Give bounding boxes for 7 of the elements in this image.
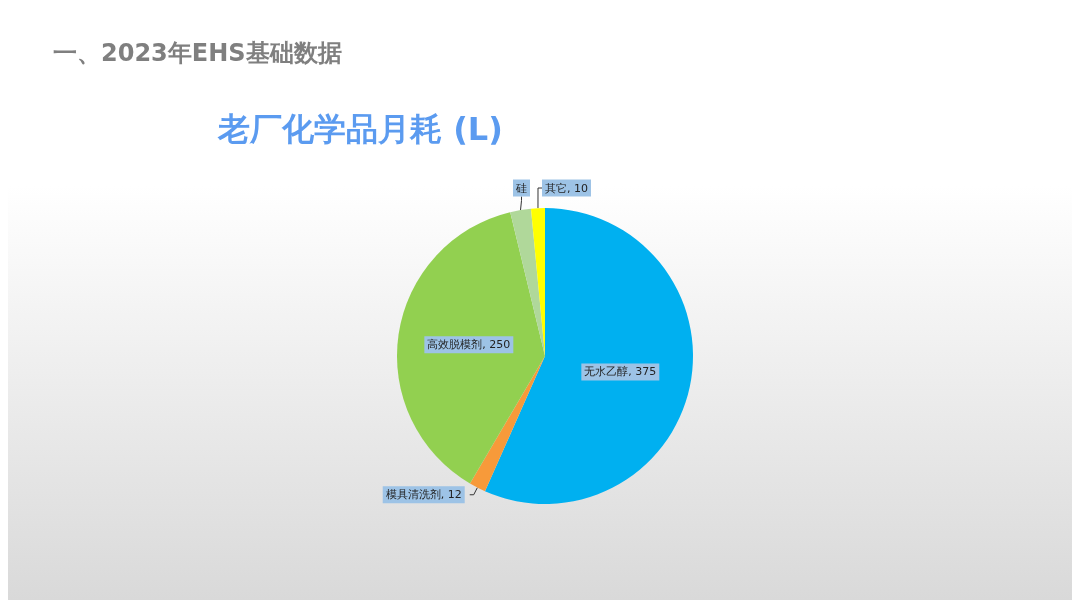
chart-title: 一、2023年EHS基础数据 [53, 39, 342, 67]
chart-subtitle: 老厂化学品月耗 (L) [217, 110, 503, 148]
slice-label: 模具清洗剂, 12 [385, 488, 462, 502]
slice-label: 高效脱模剂, 250 [427, 338, 511, 352]
slice-label: 硅 [515, 181, 527, 195]
slice-label: 其它, 10 [545, 181, 588, 195]
slice-label: 无水乙醇, 375 [584, 365, 657, 379]
